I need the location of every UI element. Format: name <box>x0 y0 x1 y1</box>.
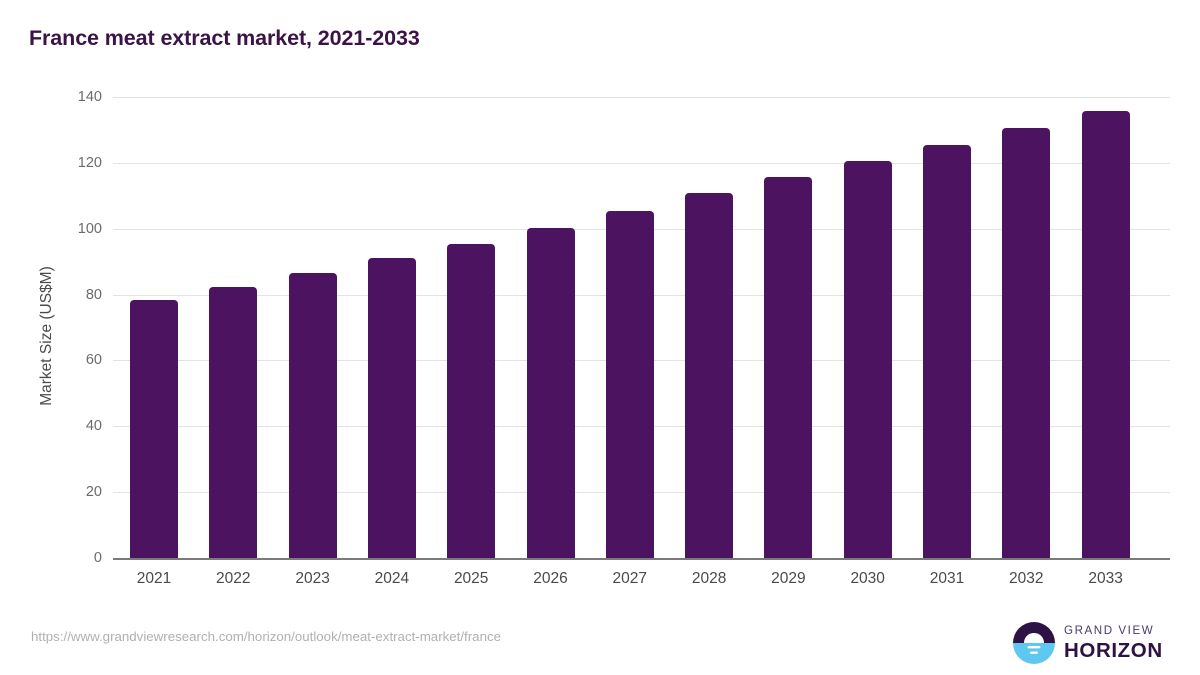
x-axis-tick-label-2030: 2030 <box>850 570 885 587</box>
bar-2024[interactable] <box>367 258 416 558</box>
bar-2025[interactable] <box>447 244 496 558</box>
y-axis-tick-label: 0 <box>93 549 102 566</box>
y-axis-title: Market Size (US$M) <box>38 266 55 406</box>
y-axis-tick-label: 100 <box>77 220 102 237</box>
bar-2029[interactable] <box>764 177 813 558</box>
y-axis-tick-label: 80 <box>85 286 102 303</box>
brand-logo: GRAND VIEW HORIZON <box>1013 619 1165 667</box>
y-axis-tick-label: 140 <box>77 88 102 105</box>
x-axis-tick-label-2024: 2024 <box>374 570 410 587</box>
bar-2026[interactable] <box>526 227 575 558</box>
logo-text-grand-view: GRAND VIEW <box>1064 623 1155 637</box>
logo-text-horizon: HORIZON <box>1064 638 1163 662</box>
logo-wordmark: GRAND VIEW HORIZON <box>1064 625 1163 661</box>
x-axis-tick-label-2026: 2026 <box>533 570 568 587</box>
bar-2032[interactable] <box>1002 127 1051 558</box>
y-axis-tick-label: 20 <box>85 483 102 500</box>
source-url-text: https://www.grandviewresearch.com/horizo… <box>31 629 502 644</box>
y-axis-tick-label: 40 <box>85 418 102 435</box>
bar-2022[interactable] <box>209 287 258 558</box>
gridline <box>113 97 1170 98</box>
bar-2031[interactable] <box>923 145 971 558</box>
bar-2023[interactable] <box>288 272 337 558</box>
x-axis-tick-label-2033: 2033 <box>1088 570 1123 587</box>
x-axis-tick-label-2025: 2025 <box>453 570 489 587</box>
x-axis-tick-label-2022: 2022 <box>216 570 251 587</box>
x-axis-tick-label-2021: 2021 <box>136 570 172 587</box>
bar-2027[interactable] <box>605 210 654 558</box>
bar-2028[interactable] <box>685 193 734 558</box>
bar-2021[interactable] <box>130 299 178 558</box>
horizon-circle-icon <box>1013 622 1055 664</box>
bar-2030[interactable] <box>843 160 892 558</box>
x-axis-tick-label-2028: 2028 <box>691 570 727 587</box>
y-axis-tick-label: 120 <box>77 154 102 171</box>
x-axis-tick-label-2029: 2029 <box>771 570 806 587</box>
x-axis-tick-label-2027: 2027 <box>612 570 648 587</box>
x-axis-tick-label-2032: 2032 <box>1009 570 1044 587</box>
y-axis-tick-label: 60 <box>85 352 102 369</box>
x-axis-tick-label-2023: 2023 <box>295 570 330 587</box>
x-axis-tick-label-2031: 2031 <box>929 570 965 587</box>
bar-2033[interactable] <box>1081 110 1130 558</box>
x-axis-line <box>113 558 1170 560</box>
gridline <box>113 162 1170 164</box>
page-title: France meat extract market, 2021-2033 <box>29 26 420 50</box>
